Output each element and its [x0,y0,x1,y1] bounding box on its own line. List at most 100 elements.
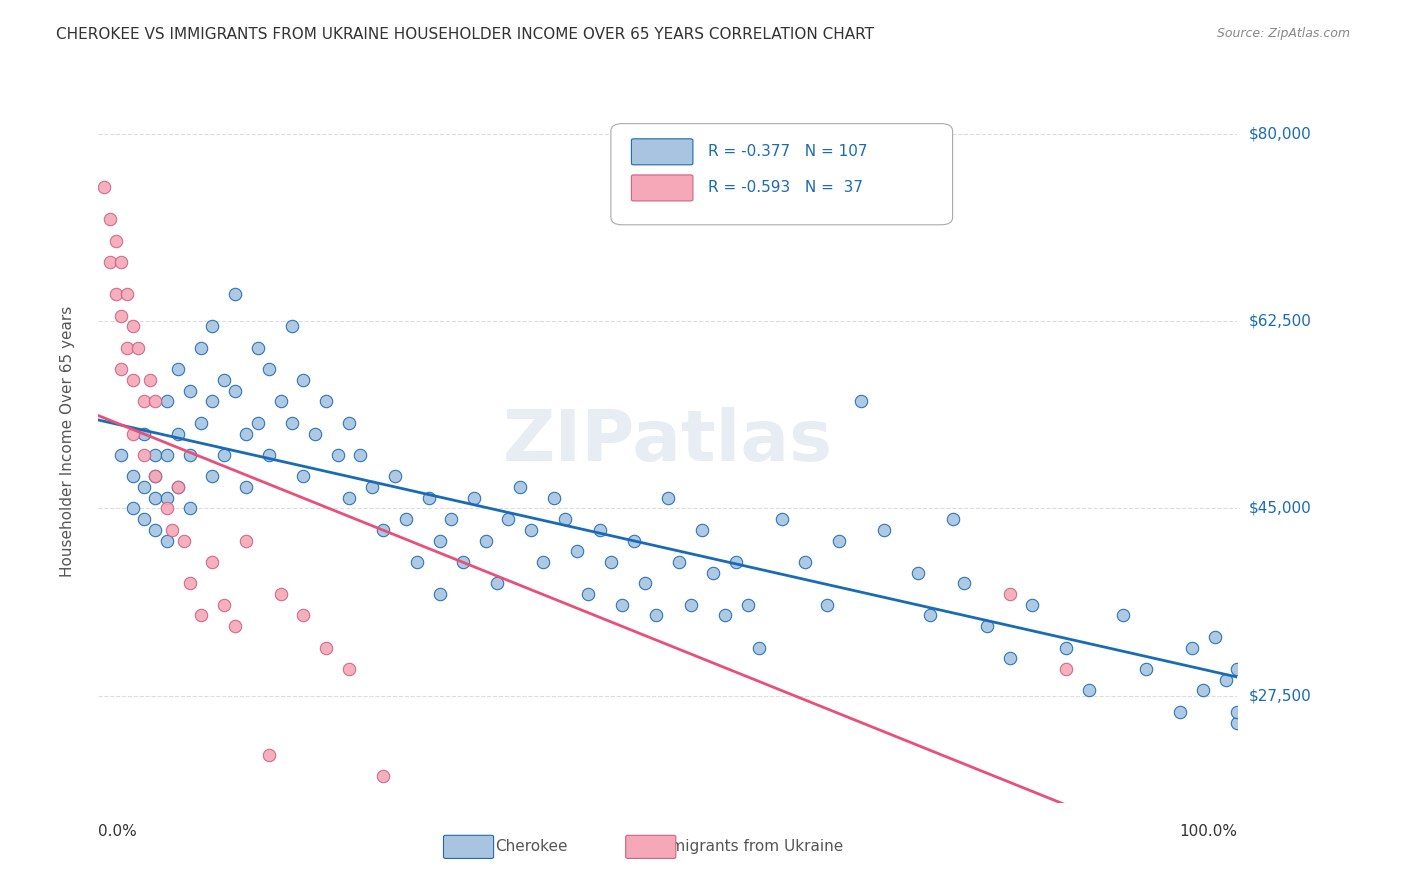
Point [1054,640,1078,655]
Point [145,469,167,483]
Point [451,555,474,569]
FancyBboxPatch shape [626,835,676,858]
Point [259,362,281,376]
Point [224,384,246,398]
Point [645,608,668,623]
Point [173,533,195,548]
Point [270,394,292,409]
FancyBboxPatch shape [443,835,494,858]
Point [98,255,121,269]
Text: Immigrants from Ukraine: Immigrants from Ukraine [651,838,844,854]
Point [486,576,509,591]
Point [167,480,190,494]
Point [918,608,941,623]
Point [132,426,155,441]
Point [281,319,304,334]
Point [315,394,337,409]
Point [1226,715,1249,730]
Point [201,394,224,409]
Point [167,480,190,494]
Point [463,491,485,505]
Point [953,576,976,591]
Point [623,533,645,548]
Point [156,448,179,462]
Point [531,555,554,569]
Point [543,491,565,505]
Point [440,512,463,526]
Point [1112,608,1135,623]
Point [121,501,143,516]
Point [224,287,246,301]
Point [121,426,143,441]
Point [145,491,167,505]
Y-axis label: Householder Income Over 65 years: Householder Income Over 65 years [60,306,75,577]
Point [1192,683,1215,698]
Point [395,512,418,526]
Point [270,587,292,601]
Text: ZIPatlas: ZIPatlas [503,407,832,476]
Point [179,576,201,591]
Point [162,523,184,537]
Point [110,448,132,462]
Point [246,416,269,430]
Point [179,448,201,462]
Point [235,426,257,441]
Point [315,640,337,655]
Point [1054,662,1078,676]
Point [634,576,657,591]
Point [337,491,360,505]
Point [565,544,588,558]
Point [429,533,451,548]
Point [132,512,155,526]
Point [588,523,610,537]
Point [337,662,360,676]
Point [179,384,201,398]
Point [337,416,360,430]
Point [281,416,304,430]
Point [714,608,737,623]
Point [212,598,235,612]
Point [576,587,599,601]
Point [371,523,394,537]
Point [509,480,531,494]
Point [998,587,1021,601]
Point [179,501,201,516]
Point [132,480,155,494]
Text: Cherokee: Cherokee [495,838,568,854]
Point [474,533,496,548]
Point [770,512,793,526]
Point [121,373,143,387]
Point [93,180,115,194]
Text: R = -0.377   N = 107: R = -0.377 N = 107 [707,144,868,159]
Point [127,341,149,355]
Point [690,523,713,537]
Point [1135,662,1157,676]
Point [498,512,520,526]
Point [702,566,724,580]
Point [190,416,212,430]
Text: Source: ZipAtlas.com: Source: ZipAtlas.com [1216,27,1350,40]
Point [1226,662,1249,676]
Point [1181,640,1204,655]
FancyBboxPatch shape [631,139,693,165]
Point [145,469,167,483]
Point [873,523,896,537]
Point [304,426,326,441]
Point [104,234,127,248]
Point [371,769,394,783]
Point [1021,598,1043,612]
Point [725,555,748,569]
Point [235,533,257,548]
Point [600,555,623,569]
Point [212,373,235,387]
Text: $27,500: $27,500 [1249,689,1312,703]
Point [429,587,451,601]
Point [110,255,132,269]
Point [246,341,269,355]
Point [360,480,382,494]
Point [406,555,429,569]
Point [110,362,132,376]
Text: $62,500: $62,500 [1249,314,1312,328]
Point [679,598,702,612]
Point [520,523,543,537]
